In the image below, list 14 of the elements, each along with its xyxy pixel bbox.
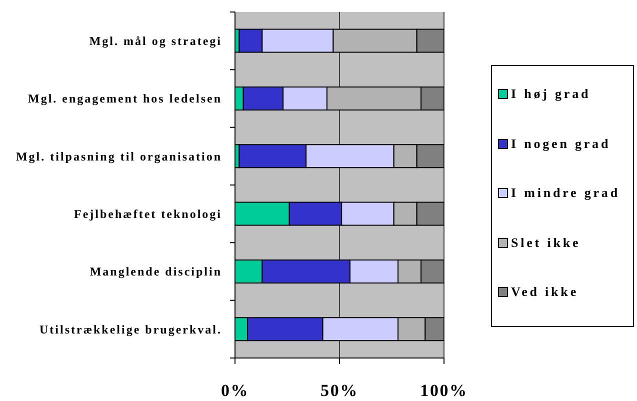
y-tick-label: Mgl. tilpasning til organisation [16, 149, 222, 164]
y-tick-label: Fejlbehæftet teknologi [74, 207, 222, 222]
x-tick-label: 50% [320, 381, 358, 400]
legend-label: I høj grad [511, 86, 591, 102]
y-tick-label: Utilstrækkelige brugerkval. [40, 322, 222, 336]
legend-label: Slet ikke [511, 234, 581, 250]
legend-label: I mindre grad [511, 185, 620, 201]
y-tick-label: Mgl. mål og strategi [89, 34, 222, 48]
y-tick-label: Mgl. engagement hos ledelsen [28, 92, 222, 106]
x-tick-label: 0% [220, 381, 250, 400]
legend-label: Ved ikke [511, 284, 578, 300]
y-tick-label: Manglende disciplin [90, 264, 222, 279]
x-tick-label: 100% [420, 381, 468, 400]
legend-label: I nogen grad [511, 136, 611, 152]
